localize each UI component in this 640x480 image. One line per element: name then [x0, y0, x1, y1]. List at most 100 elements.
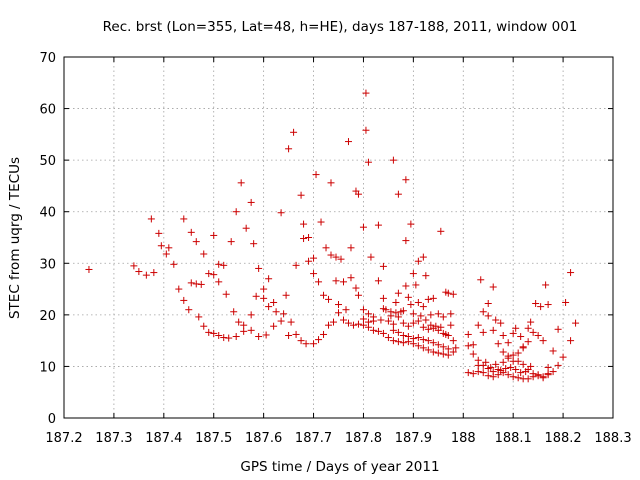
data-point: [335, 309, 342, 317]
data-point: [499, 348, 507, 356]
data-point: [364, 318, 372, 326]
data-point: [210, 329, 218, 337]
x-tick-labels: 187.2 187.3 187.4 187.5 187.6 187.7 187.8 187.9…: [45, 431, 631, 446]
data-point: [362, 89, 370, 97]
y-tick-label: 10: [39, 360, 56, 375]
data-point: [434, 341, 442, 349]
data-point: [427, 311, 435, 319]
data-point: [409, 310, 417, 318]
y-axis-label: STEC from uqrg / TECUs: [7, 157, 23, 319]
data-point: [389, 320, 397, 328]
data-point: [429, 339, 437, 347]
data-point: [464, 369, 472, 377]
data-point: [499, 331, 507, 339]
data-point: [332, 253, 340, 261]
data-point: [394, 328, 402, 336]
data-point: [394, 289, 402, 297]
x-axis-label: GPS time / Days of year 2011: [240, 459, 439, 475]
data-point: [379, 305, 387, 313]
data-point: [232, 333, 240, 341]
data-point: [347, 274, 355, 282]
data-point: [379, 329, 387, 337]
data-point: [210, 271, 218, 279]
x-tick-label: 188.2: [544, 431, 581, 446]
data-point: [494, 340, 502, 348]
data-point: [417, 312, 425, 320]
data-point: [419, 303, 427, 311]
data-point: [247, 311, 255, 319]
data-point: [527, 362, 535, 370]
data-point: [297, 191, 305, 199]
data-point: [349, 321, 357, 329]
data-point: [282, 291, 290, 299]
data-point: [452, 344, 460, 352]
data-point: [290, 128, 298, 136]
data-point: [337, 255, 345, 263]
data-point: [200, 250, 208, 258]
data-point: [402, 176, 410, 184]
data-point: [484, 312, 492, 320]
data-point: [157, 242, 165, 250]
data-point: [437, 323, 445, 331]
data-point: [339, 316, 347, 324]
y-tick-label: 30: [39, 257, 56, 272]
data-point: [439, 343, 447, 351]
data-point: [359, 306, 367, 314]
data-point: [200, 322, 208, 330]
data-point: [240, 321, 248, 329]
data-point: [300, 235, 308, 243]
data-point: [469, 370, 477, 378]
data-point: [484, 300, 492, 308]
data-point: [277, 317, 285, 325]
data-point: [424, 346, 432, 354]
data-point: [437, 227, 445, 235]
data-point: [519, 344, 527, 352]
data-point: [354, 320, 362, 328]
data-point: [399, 339, 407, 347]
data-point: [330, 318, 338, 326]
data-point: [479, 369, 487, 377]
data-point: [482, 358, 490, 366]
data-point: [474, 368, 482, 376]
data-point: [232, 208, 240, 216]
data-point: [422, 316, 430, 324]
data-point: [489, 326, 497, 334]
data-point: [187, 228, 195, 236]
data-point: [522, 368, 530, 376]
data-point: [180, 215, 188, 223]
data-point: [235, 318, 243, 326]
data-point: [469, 341, 477, 349]
data-point: [252, 292, 260, 300]
data-point: [317, 218, 325, 226]
data-point: [567, 337, 575, 345]
data-point: [449, 348, 457, 356]
data-point: [302, 340, 310, 348]
data-point: [374, 277, 382, 285]
data-point: [344, 319, 352, 327]
y-tick-label: 40: [39, 206, 56, 221]
data-point: [524, 338, 532, 346]
data-point: [197, 280, 205, 288]
data-point: [344, 138, 352, 146]
data-point: [447, 321, 455, 329]
y-tick-label: 0: [48, 412, 56, 427]
data-point: [399, 319, 407, 327]
data-point: [320, 291, 328, 299]
data-point: [409, 270, 417, 278]
x-tick-label: 187.2: [45, 431, 82, 446]
data-point: [320, 330, 328, 338]
data-point: [192, 238, 200, 246]
data-point: [322, 244, 330, 252]
data-point: [237, 179, 245, 187]
data-point: [312, 171, 320, 179]
data-point: [444, 289, 452, 297]
data-point: [429, 348, 437, 356]
data-point: [187, 279, 195, 287]
y-tick-labels: 0 10 20 30 40 50 60 70: [39, 51, 56, 427]
data-point: [414, 257, 422, 265]
data-point: [419, 336, 427, 344]
data-point: [404, 322, 412, 330]
plot-frame: [63, 56, 614, 419]
data-point: [492, 316, 500, 324]
data-point: [342, 306, 350, 314]
